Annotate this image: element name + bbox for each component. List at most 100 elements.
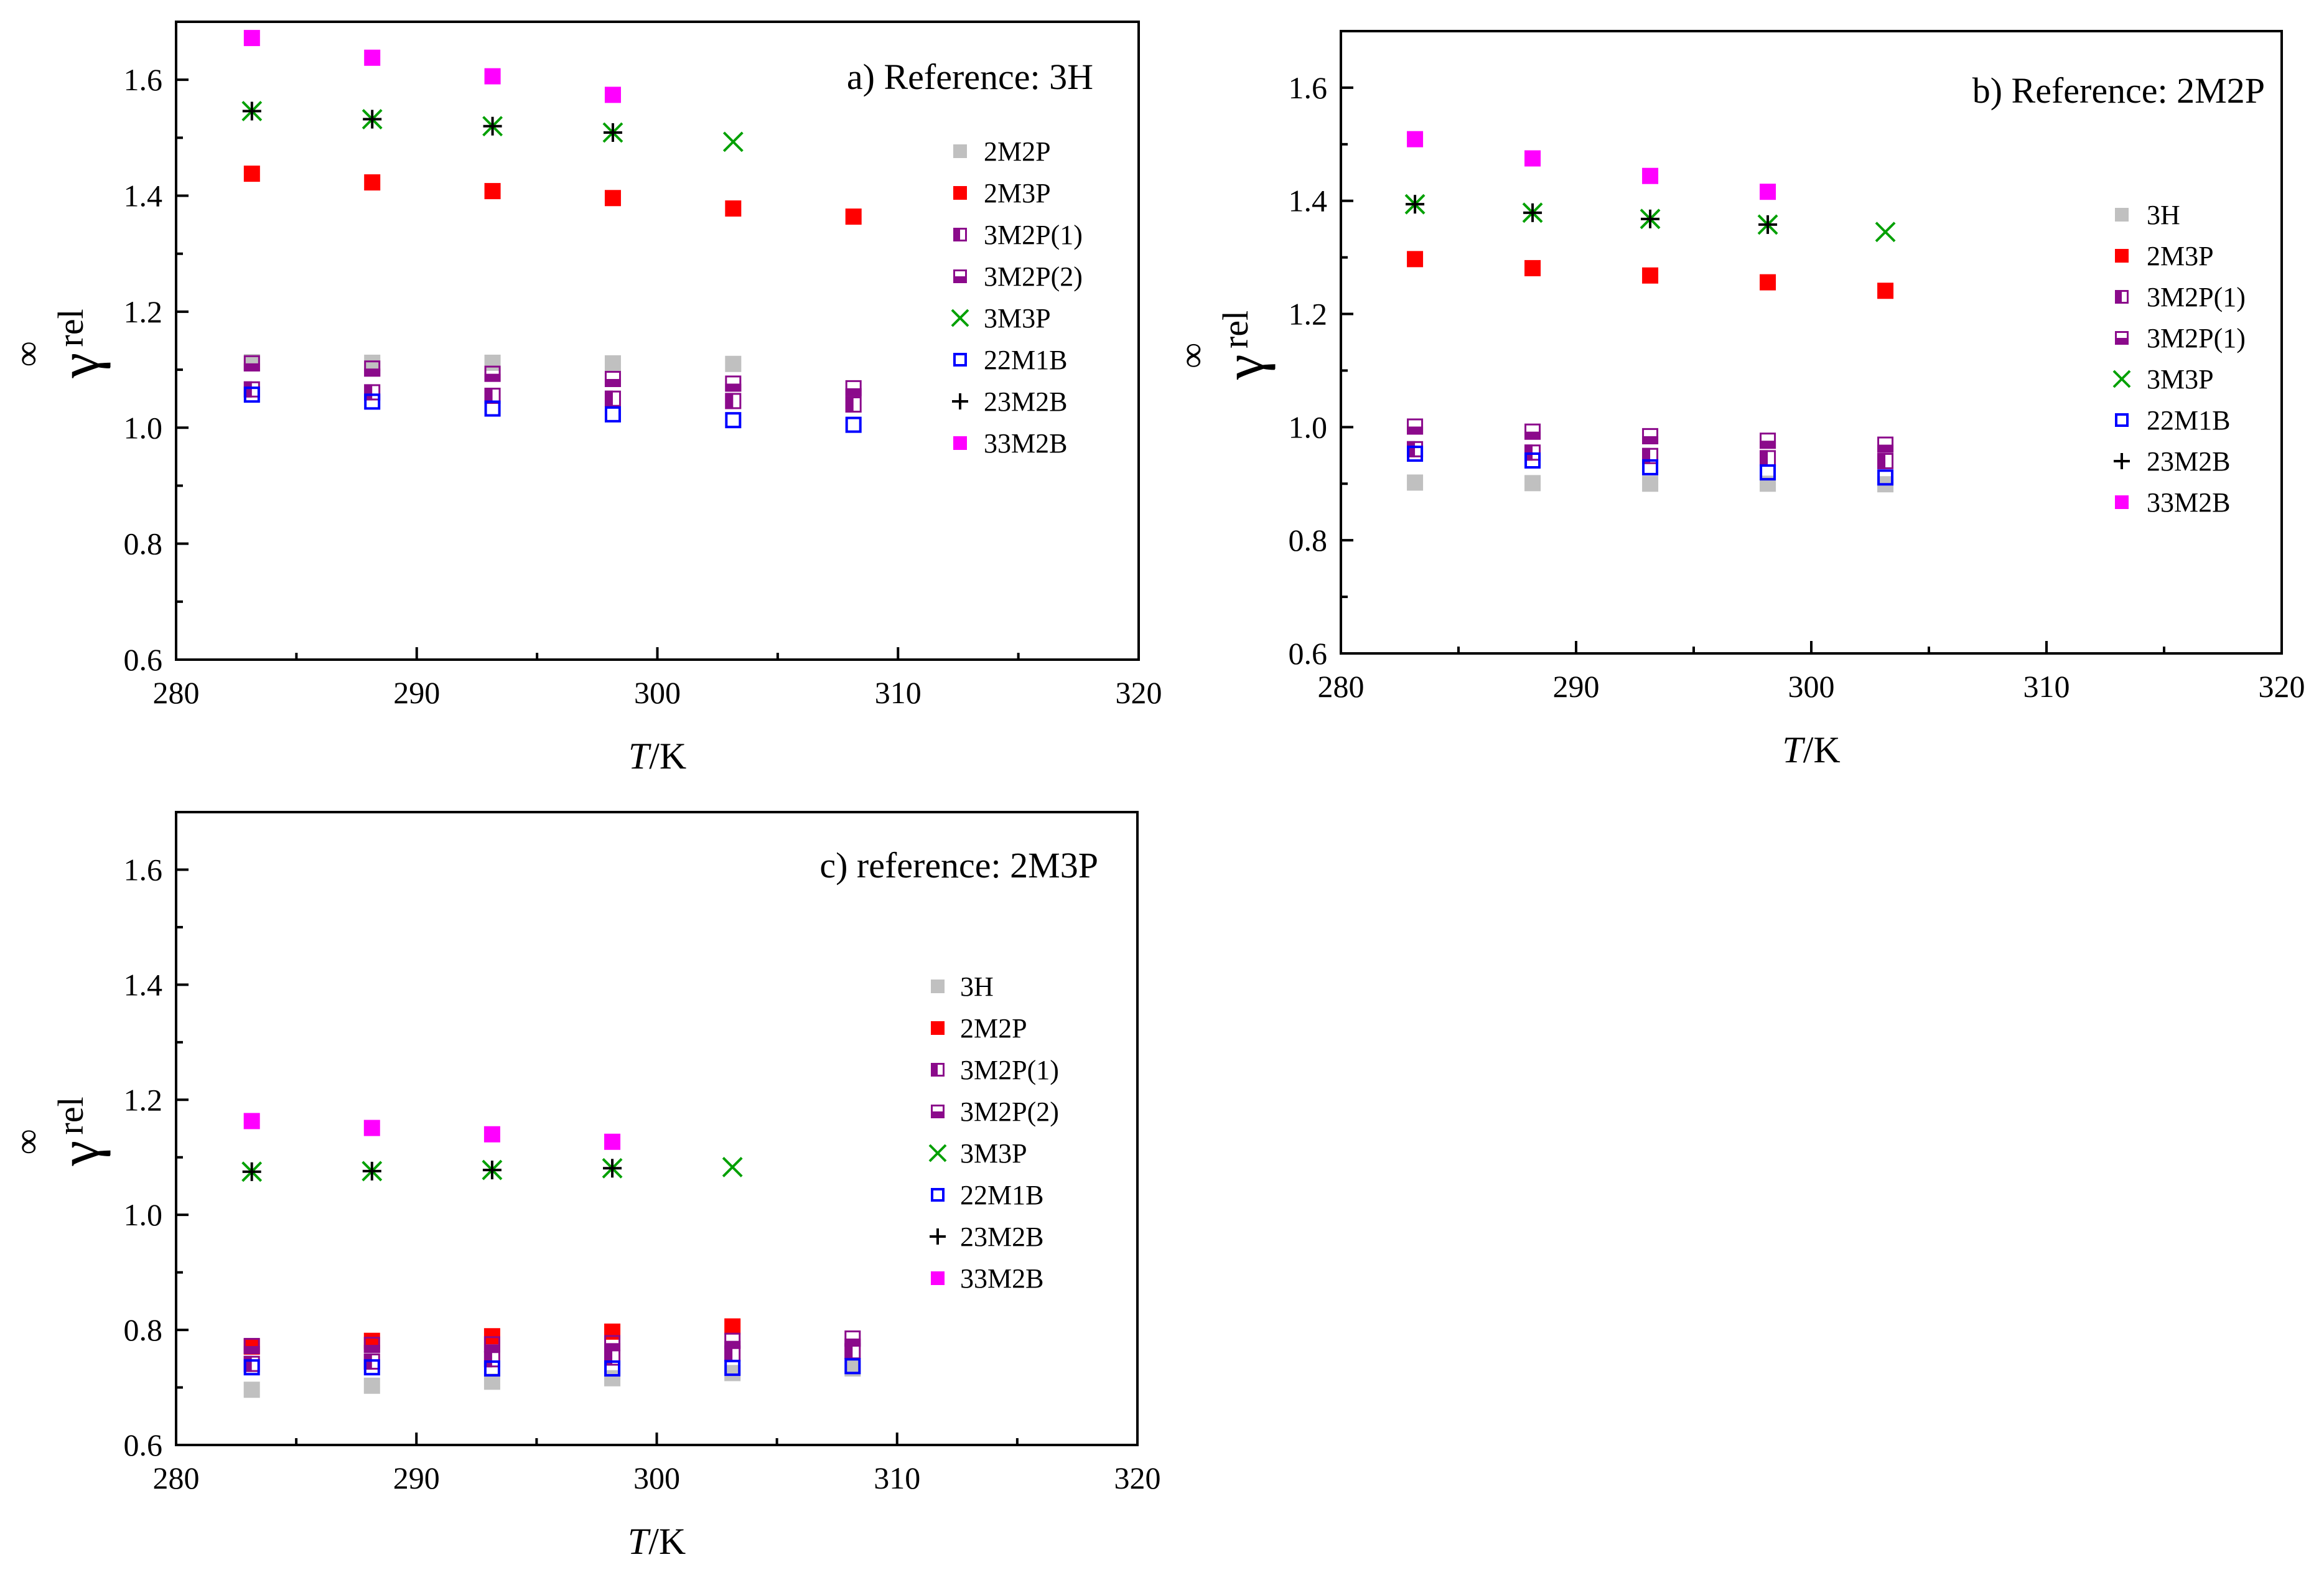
y-tick-label: 0.8 (124, 526, 163, 561)
legend-item: 3M3P (2112, 364, 2214, 395)
x-axis-label-unit: /K (649, 736, 686, 777)
data-point (1877, 436, 1894, 453)
data-point (1407, 418, 1424, 435)
series-33m2b-7 (243, 30, 621, 103)
panel-title: a) Reference: 3H (847, 57, 1093, 97)
legend-label: 3M2P(1) (2147, 323, 2246, 353)
legend-label: 2M2P (960, 1013, 1027, 1044)
data-point (1642, 267, 1659, 284)
data-marks (1404, 131, 1896, 493)
legend-marker (953, 186, 967, 200)
data-point (243, 386, 260, 403)
legend-label: 2M2P (984, 136, 1051, 167)
y-axis-label-rel: rel (50, 309, 91, 347)
legend-marker (930, 1228, 946, 1245)
legend-label: 3M3P (984, 303, 1051, 334)
legend-marker (953, 144, 967, 158)
data-point (484, 183, 501, 200)
legend-label: 33M2B (2147, 487, 2230, 518)
data-point (364, 49, 381, 66)
x-tick-label: 310 (2023, 669, 2070, 704)
data-point (724, 1365, 741, 1382)
data-point (1407, 131, 1424, 147)
y-axis-label-infinity: ∞ (7, 341, 47, 367)
y-axis-label-rel: rel (1215, 311, 1256, 348)
series-22m1b-5 (1407, 446, 1894, 486)
x-tick-label: 300 (1788, 669, 1835, 704)
y-tick-label: 1.4 (124, 179, 163, 213)
legend-marker (953, 269, 967, 283)
data-point (1642, 475, 1659, 492)
legend-marker (931, 980, 945, 993)
data-point (243, 30, 260, 47)
legend-item: 3M3P (928, 1138, 1027, 1169)
y-tick-label: 1.0 (124, 1197, 163, 1232)
data-marks (241, 1113, 861, 1398)
legend-label: 2M3P (984, 178, 1051, 208)
data-point (1642, 459, 1659, 475)
data-point (1524, 475, 1541, 492)
data-point (1406, 195, 1425, 214)
series-22m1b-5 (243, 386, 862, 433)
legend-label: 3M3P (960, 1138, 1027, 1169)
data-point (604, 1323, 621, 1340)
legend-marker (2115, 208, 2129, 222)
data-marks (241, 30, 862, 433)
legend-item: 23M2B (952, 386, 1067, 417)
y-tick-label: 1.4 (124, 967, 163, 1002)
data-point (1760, 274, 1776, 291)
legend-marker (2115, 290, 2129, 304)
x-axis-label: T/K (628, 736, 686, 777)
data-point (1760, 184, 1776, 200)
data-point (363, 1377, 380, 1394)
y-axis-label-infinity: ∞ (7, 1129, 47, 1154)
legend-label: 22M1B (960, 1180, 1043, 1210)
legend-marker (951, 309, 969, 327)
data-point (243, 1382, 260, 1398)
legend-label: 3M2P(2) (960, 1096, 1059, 1127)
legend-label: 22M1B (2147, 405, 2230, 436)
y-tick-label: 1.6 (1289, 70, 1328, 105)
legend-marker (953, 228, 967, 241)
data-point (722, 131, 744, 152)
data-point (604, 1133, 621, 1150)
y-axis-label-gamma: γ (47, 353, 111, 379)
y-axis-label: γ ∞ rel (7, 1096, 111, 1166)
data-point (725, 393, 742, 409)
legend-marker (2115, 495, 2129, 509)
series-22m1b-5 (243, 1358, 861, 1377)
y-tick-label: 0.8 (124, 1312, 163, 1347)
data-point (1642, 428, 1659, 444)
legend-marker (931, 1105, 945, 1118)
data-point (1407, 251, 1424, 268)
data-point (243, 1337, 260, 1354)
x-tick-label: 320 (1114, 1461, 1161, 1495)
legend: 3H 2M2P 3M2P(1) 3M2P(2) 3M3P 22M1B 23M2B 33M2B (928, 971, 1059, 1294)
series-3h-0 (1407, 474, 1894, 493)
series-2m2p-0 (243, 353, 742, 372)
y-axis-label-rel: rel (50, 1096, 91, 1134)
x-tick-label: 310 (874, 1461, 920, 1495)
legend-label: 23M2B (960, 1222, 1043, 1252)
legend-marker (931, 1188, 945, 1202)
data-point (725, 412, 742, 429)
legend-marker (931, 1021, 945, 1035)
legend-marker (2115, 331, 2129, 345)
legend-item: 3M3P (951, 303, 1051, 334)
legend-label: 3H (960, 971, 994, 1002)
x-axis-label: T/K (1782, 729, 1840, 770)
data-point (364, 360, 381, 377)
data-point (725, 200, 742, 217)
data-point (1875, 222, 1896, 243)
legend-label: 2M3P (2147, 241, 2214, 271)
legend-marker (931, 1271, 945, 1285)
data-point (243, 355, 260, 372)
x-tick-label: 280 (1318, 669, 1365, 704)
plot-frame (1340, 30, 2283, 655)
y-tick-label: 0.8 (1289, 523, 1328, 558)
legend-label: 23M2B (984, 386, 1067, 417)
legend-item: 23M2B (930, 1222, 1043, 1252)
data-point (1877, 469, 1894, 486)
data-point (362, 1161, 381, 1181)
data-point (603, 1159, 622, 1178)
